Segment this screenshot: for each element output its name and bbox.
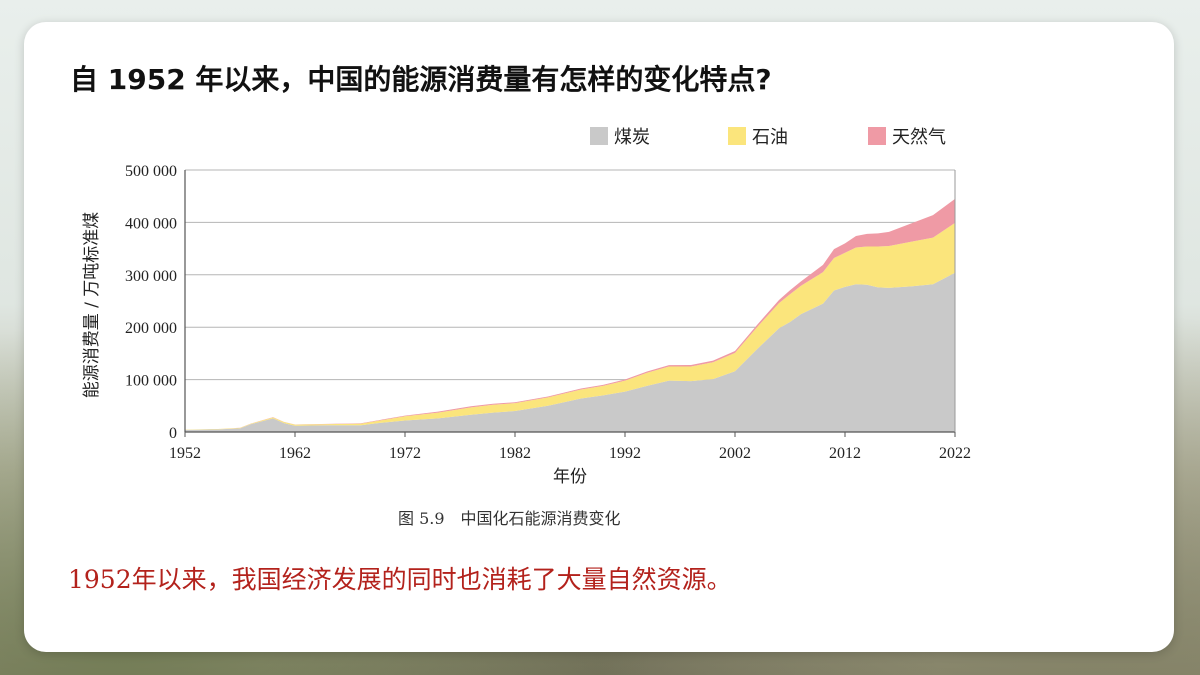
y-tick-label: 100 000: [125, 373, 177, 390]
x-tick-label: 1992: [609, 445, 641, 462]
x-tick-label: 2022: [939, 445, 971, 462]
legend: 煤炭 石油 天然气: [590, 127, 946, 148]
conclusion-text: 1952年以来，我国经济发展的同时也消耗了大量自然资源。: [68, 565, 732, 594]
x-tick-label: 2002: [719, 445, 751, 462]
slide-title: 自 1952 年以来，中国的能源消费量有怎样的变化特点?: [70, 63, 772, 96]
x-tick-label: 1962: [279, 445, 311, 462]
y-tick-label: 0: [169, 425, 177, 442]
y-tick-label: 200 000: [125, 320, 177, 337]
y-tick-label: 400 000: [125, 215, 177, 232]
stacked-areas: [185, 198, 955, 432]
x-axis-title: 年份: [553, 467, 587, 487]
x-tick-label: 1952: [169, 445, 201, 462]
x-tick-label: 1982: [499, 445, 531, 462]
y-tick-label: 300 000: [125, 268, 177, 285]
legend-label-3: 天然气: [892, 127, 946, 148]
y-tick-label: 500 000: [125, 163, 177, 180]
legend-label-2: 石油: [752, 127, 788, 148]
x-tick-label: 1972: [389, 445, 421, 462]
legend-swatch-3: [868, 127, 886, 145]
area-series-1: [185, 272, 955, 432]
legend-label-1: 煤炭: [614, 127, 650, 148]
legend-swatch-1: [590, 127, 608, 145]
x-tick-label: 2012: [829, 445, 861, 462]
figure-caption: 图 5.9 中国化石能源消费变化: [398, 509, 621, 528]
axes: 0 100 000 200 000 300 000 400 000 500 000 1952…: [82, 163, 971, 487]
legend-swatch-2: [728, 127, 746, 145]
y-axis-title: 能源消费量 / 万吨标准煤: [82, 212, 102, 399]
